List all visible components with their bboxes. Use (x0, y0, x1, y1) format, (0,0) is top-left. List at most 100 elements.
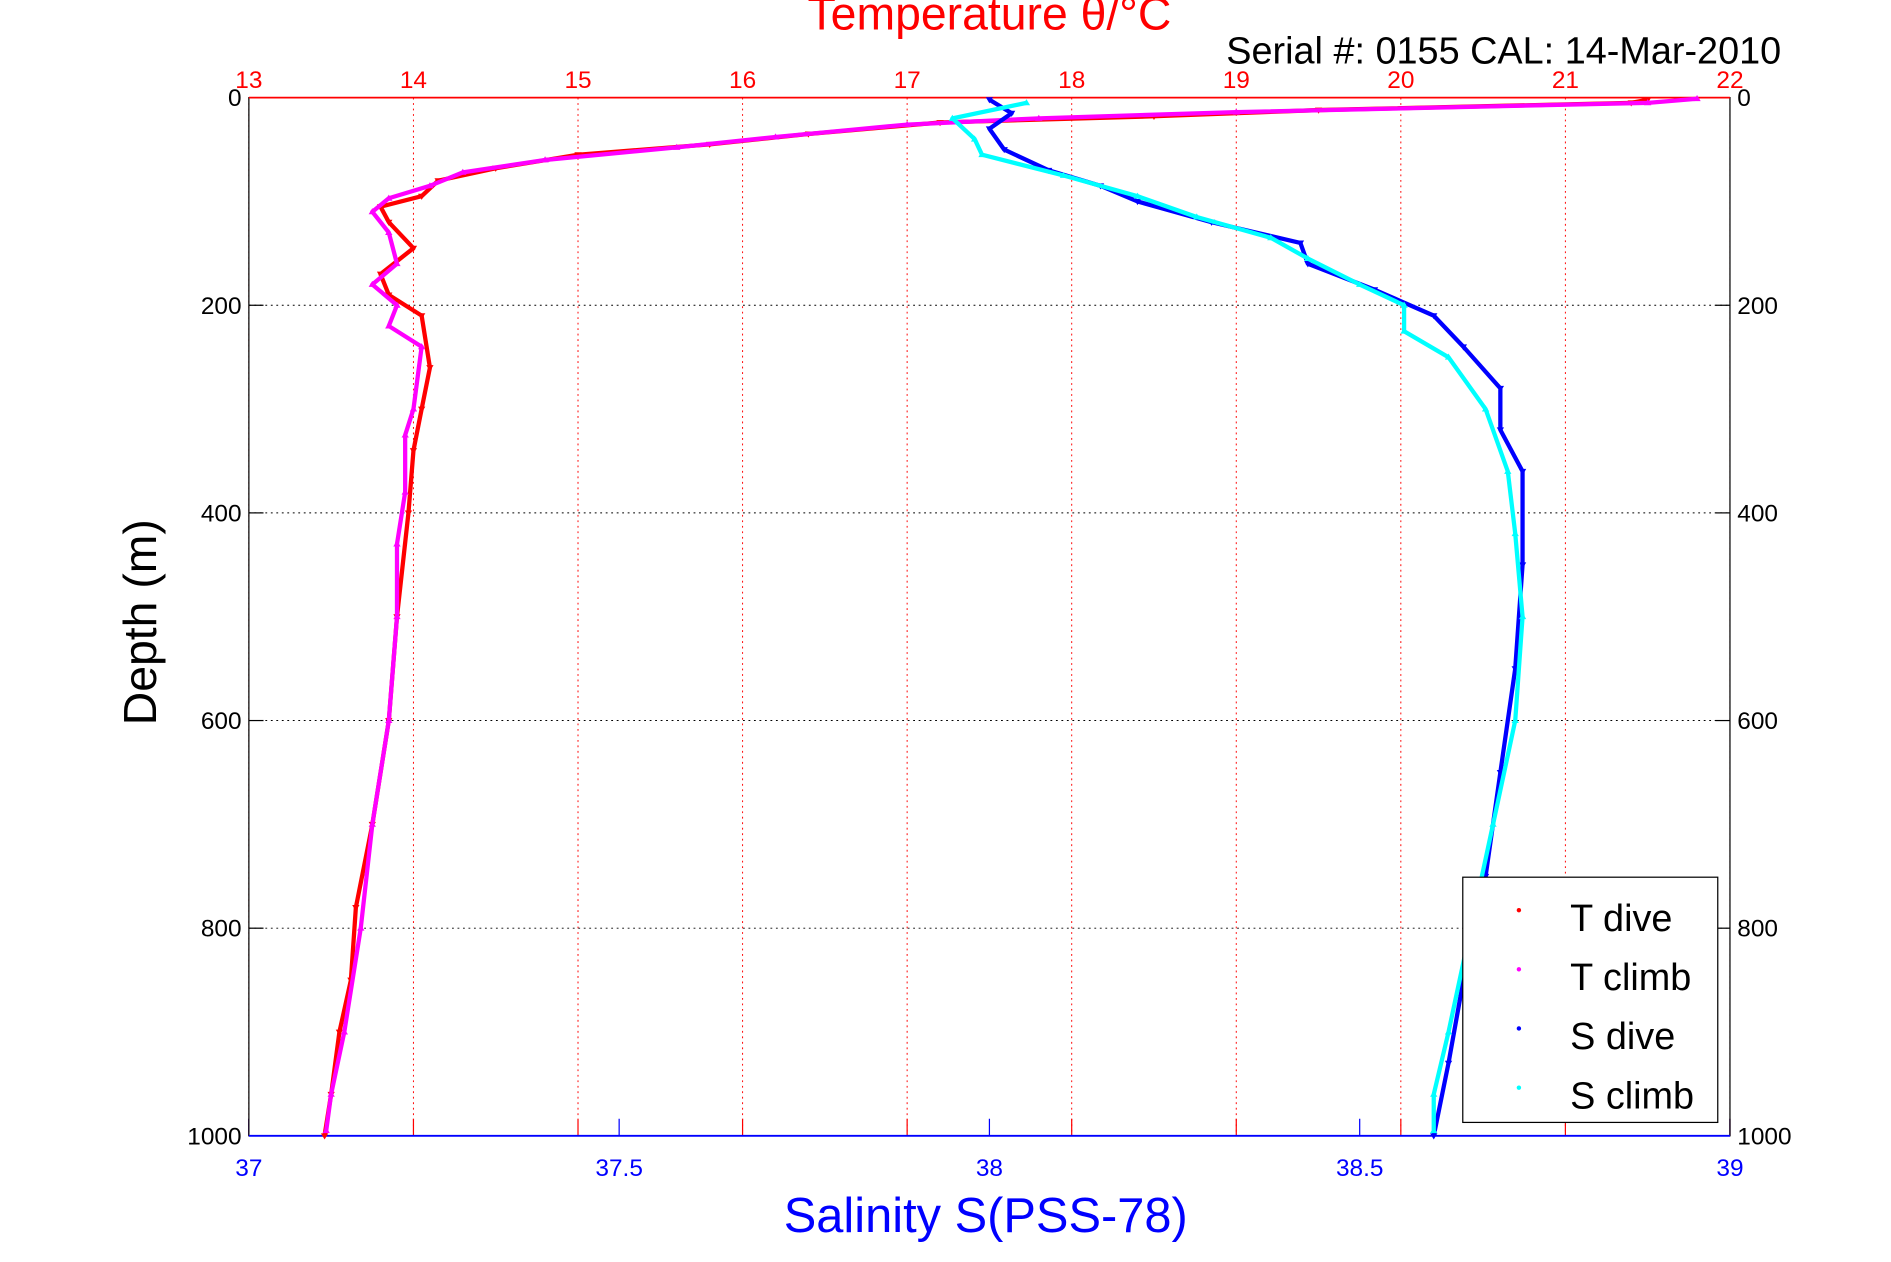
series-s-climb (948, 99, 1527, 1134)
legend-marker (1516, 967, 1522, 972)
legend-label: T climb (1570, 957, 1691, 999)
data-point-t-climb (385, 194, 393, 201)
series-line-t-dive (322, 97, 1649, 1137)
data-point-t-climb (401, 431, 409, 438)
depth-tick-label-left: 600 (201, 708, 242, 735)
data-point-t-dive (418, 193, 426, 200)
legend: T dive T climb S dive S climb (1462, 876, 1719, 1124)
data-point-t-dive (352, 904, 360, 912)
tick-labels: 13 14 15 16 17 18 19 20 21 22 37 37.5 38 38.5 39 0 0 200 2… (187, 67, 1791, 1182)
data-point-t-climb (541, 156, 549, 163)
legend-label: S dive (1570, 1016, 1675, 1058)
temp-tick-label: 18 (1058, 67, 1085, 94)
data-point-s-dive (1133, 198, 1142, 206)
temp-tick-label: 15 (564, 67, 591, 94)
data-point-t-climb (771, 133, 780, 140)
data-point-t-climb (385, 716, 393, 723)
data-point-t-climb (385, 322, 393, 329)
data-point-t-climb (357, 924, 365, 931)
sal-tick-label: 38.5 (1336, 1155, 1383, 1182)
data-point-s-climb (1481, 405, 1490, 412)
data-point-t-dive (385, 292, 393, 299)
data-point-s-climb (1193, 213, 1201, 220)
legend-item-s-climb: S climb (1516, 1075, 1694, 1117)
series-s-dive (985, 97, 1527, 1140)
data-point-t-climb (418, 343, 426, 350)
data-point-t-dive (409, 448, 418, 455)
depth-tick-label-right: 200 (1737, 293, 1778, 320)
depth-tick-label-left: 1000 (187, 1123, 241, 1150)
data-point-t-climb (409, 405, 418, 412)
data-point-s-dive (1000, 147, 1008, 154)
data-point-s-dive (1296, 240, 1305, 247)
data-point-s-climb (1400, 327, 1408, 334)
data-point-s-dive (1518, 468, 1527, 476)
data-point-s-climb (948, 114, 957, 121)
depth-tick-label-right: 400 (1737, 500, 1778, 527)
sal-tick-label: 39 (1716, 1155, 1743, 1182)
data-point-s-climb (970, 135, 979, 142)
data-point-t-climb (368, 208, 376, 215)
temp-tick-label: 17 (894, 67, 921, 94)
legend-label: S climb (1570, 1075, 1694, 1117)
depth-tick-label-right: 1000 (1737, 1123, 1791, 1150)
legend-marker (1516, 1026, 1522, 1031)
legend-label: T dive (1570, 898, 1672, 940)
data-point-t-climb (368, 820, 376, 827)
data-point-s-dive (985, 126, 994, 133)
data-point-t-climb (393, 613, 401, 620)
data-point-s-dive (1304, 261, 1312, 268)
data-point-s-climb (1430, 1090, 1438, 1097)
data-point-s-climb (1489, 820, 1497, 827)
legend-item-t-climb: T climb (1516, 957, 1691, 999)
temp-tick-label: 13 (235, 67, 262, 94)
data-point-t-dive (320, 1133, 329, 1140)
data-point-t-dive (385, 219, 393, 226)
data-point-t-climb (426, 182, 434, 189)
data-point-t-dive (418, 406, 426, 413)
data-point-t-climb (903, 120, 911, 128)
depth-tick-label-left: 400 (201, 500, 242, 527)
temp-tick-label: 21 (1552, 67, 1579, 94)
data-point-t-climb (673, 143, 681, 150)
y-axis-label: Depth (m) (114, 519, 166, 725)
data-point-s-dive (1430, 313, 1438, 320)
data-point-s-climb (1430, 1126, 1438, 1134)
data-point-t-climb (393, 301, 401, 308)
data-point-s-climb (1267, 234, 1275, 241)
data-point-t-climb (393, 540, 401, 547)
data-point-t-dive (418, 313, 426, 320)
data-point-t-climb (1693, 94, 1701, 102)
data-point-s-climb (1511, 716, 1519, 723)
data-point-t-climb (340, 1028, 348, 1035)
data-point-s-climb (1133, 192, 1142, 199)
series-layer (320, 94, 1701, 1140)
temp-tick-label: 16 (729, 67, 756, 94)
depth-tick-label-right: 800 (1737, 916, 1778, 943)
data-point-s-dive (1430, 1133, 1438, 1140)
depth-tick-label-left: 0 (228, 85, 242, 112)
data-point-s-dive (1444, 1060, 1453, 1067)
series-t-dive (320, 97, 1652, 1140)
temp-tick-label: 14 (400, 67, 427, 94)
data-point-t-dive (404, 510, 413, 517)
legend-marker (1516, 1085, 1522, 1090)
temp-tick-label: 19 (1223, 67, 1250, 94)
x-axis-label: Salinity S(PSS-78) (784, 1189, 1188, 1243)
legend-item-t-dive: T dive (1516, 898, 1672, 940)
data-point-s-climb (1400, 301, 1408, 308)
chart-subtitle: Serial #: 0155 CAL: 14-Mar-2010 (1226, 30, 1781, 72)
data-point-t-climb (1644, 99, 1652, 106)
data-point-s-dive (1007, 110, 1016, 117)
series-line-s-dive (987, 97, 1525, 1137)
data-point-s-dive (1496, 427, 1505, 434)
data-point-s-climb (1511, 530, 1519, 537)
data-point-s-climb (1022, 99, 1031, 106)
data-point-t-dive (376, 271, 385, 278)
data-point-t-climb (385, 228, 393, 236)
data-point-s-dive (1459, 344, 1468, 351)
data-point-s-dive (1518, 562, 1527, 569)
data-point-t-climb (393, 260, 401, 267)
data-point-s-climb (1444, 1028, 1453, 1035)
